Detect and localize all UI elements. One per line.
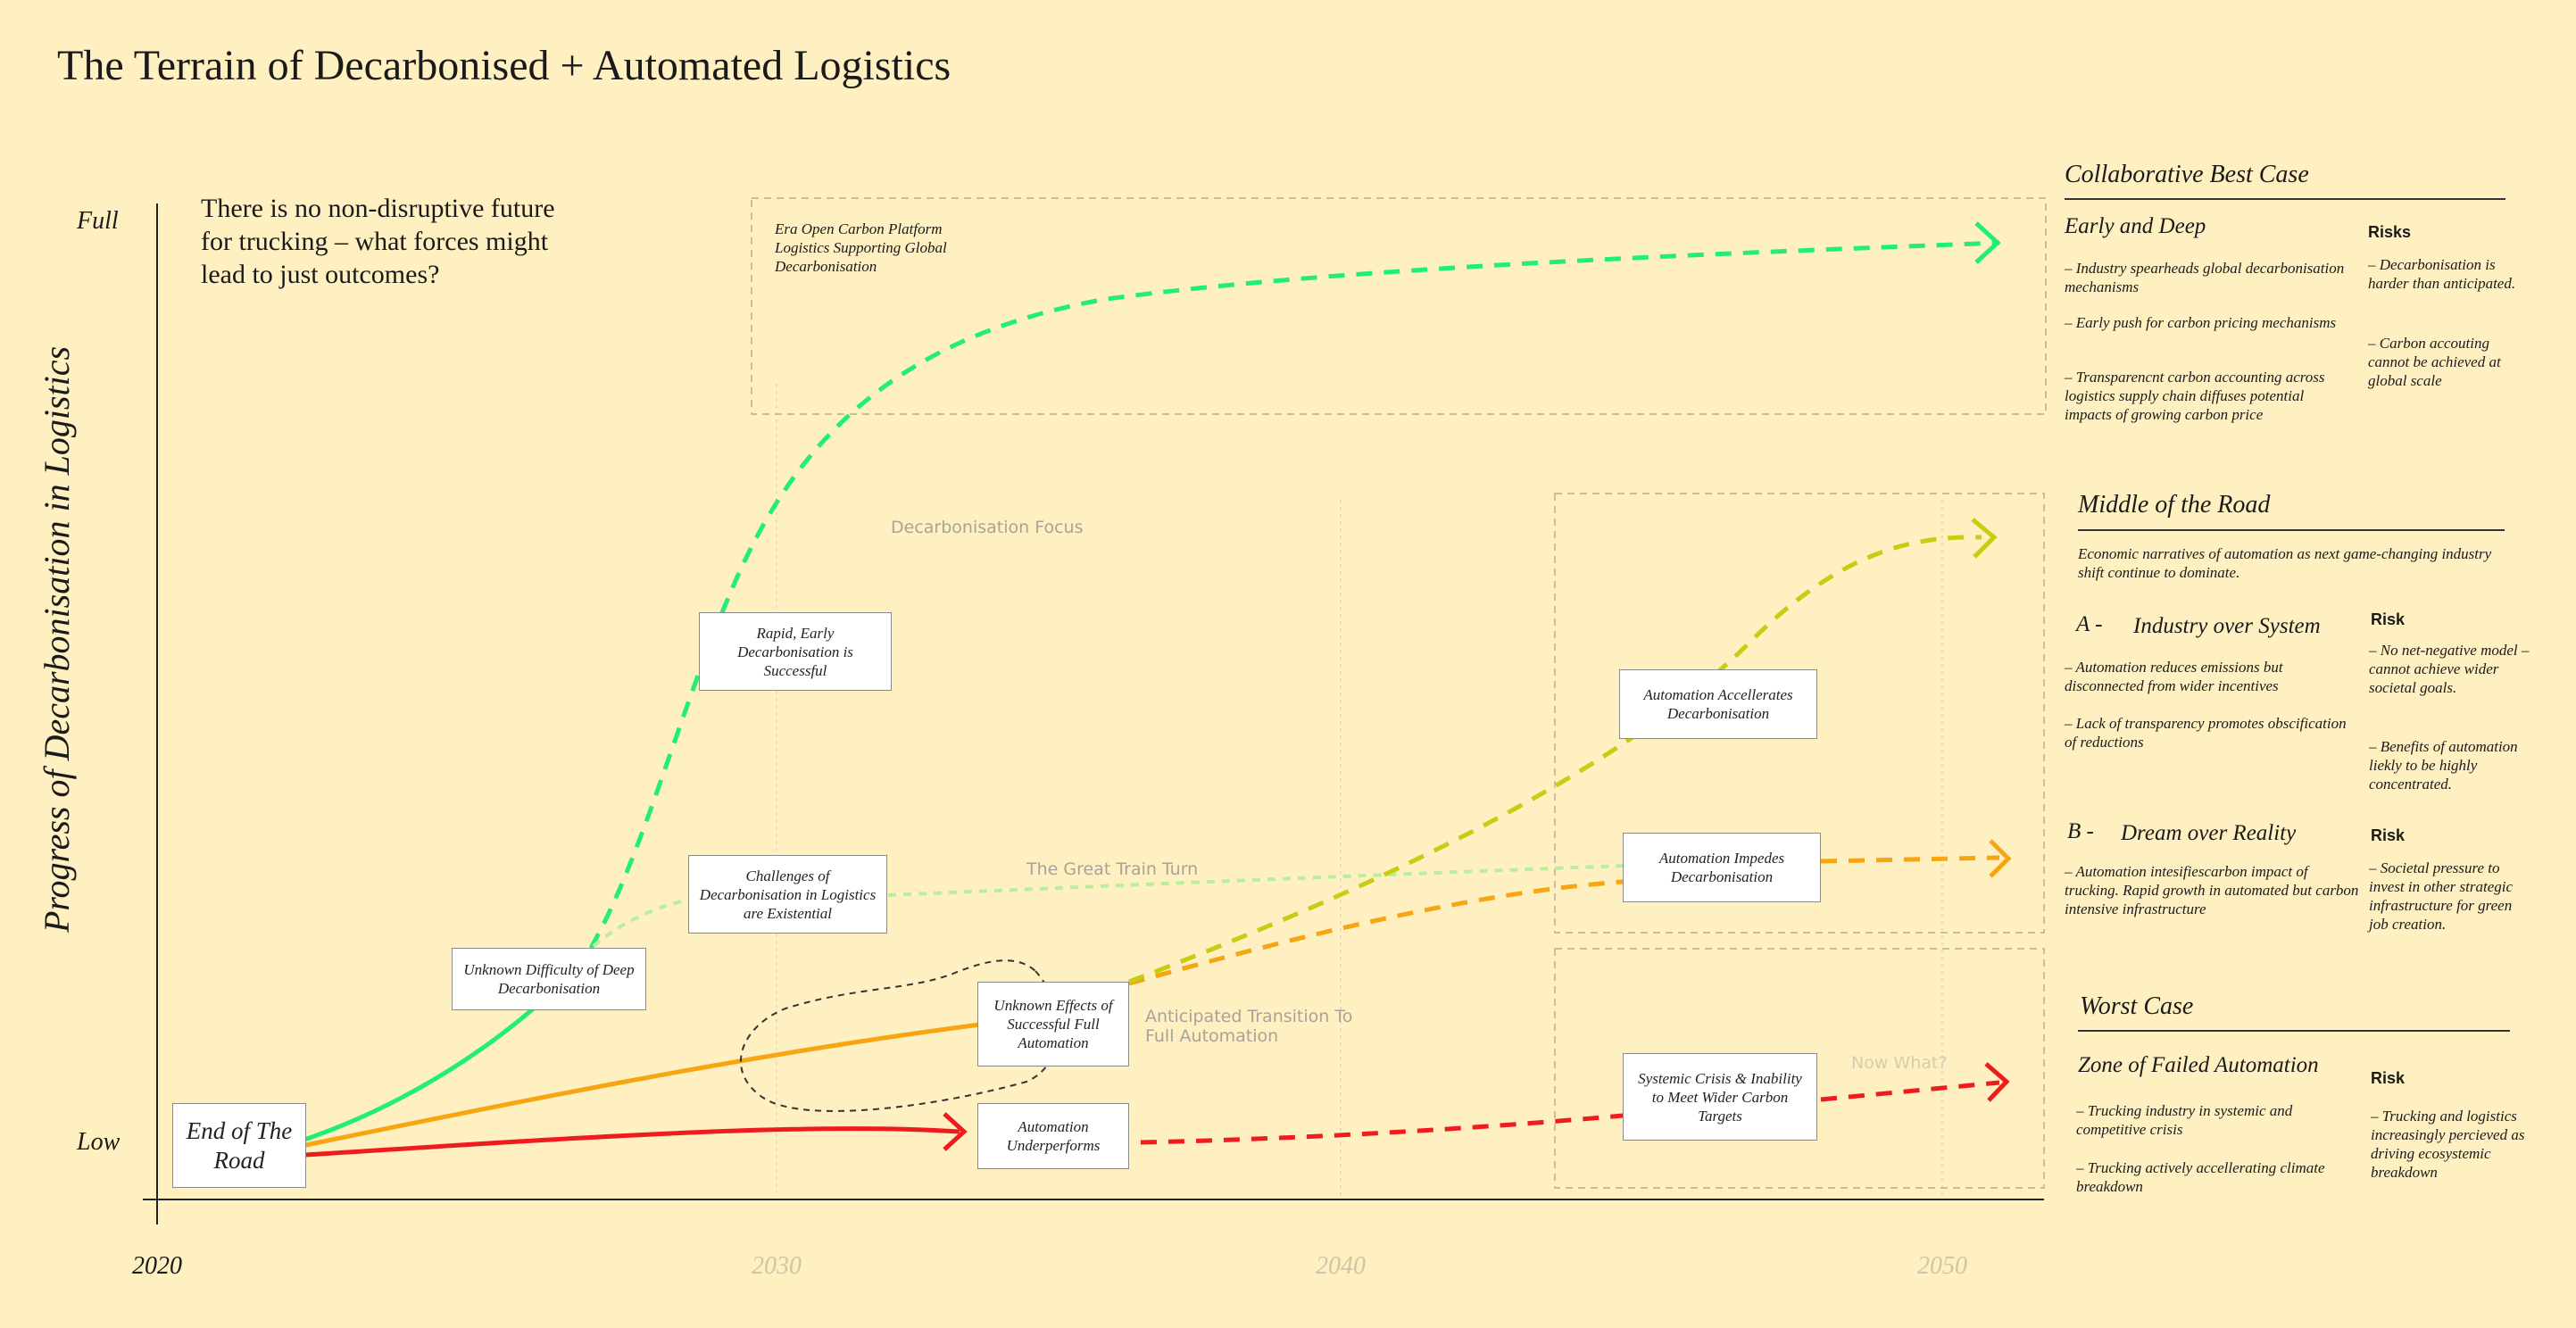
green-solid-path [301, 1005, 537, 1143]
yellowgreen-arrowhead [1971, 518, 1998, 559]
now-what-label: Now What? [1851, 1053, 1948, 1073]
middle-a-risk-heading: Risk [2371, 610, 2406, 628]
middle-b-title: Dream over Reality [2121, 821, 2297, 845]
node-end-of-the-road: End of The Road [172, 1103, 306, 1188]
worst-case-rule [2078, 1030, 2510, 1032]
y-axis-full-label: Full [77, 207, 119, 235]
anticipated-transition-zone [739, 959, 1059, 1112]
best-case-bullet-2: – Early push for carbon pricing mechanis… [2065, 314, 2337, 331]
middle-b-risk-1: – Societal pressure to invest in other s… [2369, 859, 2514, 933]
middle-region [1554, 493, 2045, 934]
orange-solid-path [301, 1022, 981, 1149]
x-axis-year-2030: 2030 [752, 1252, 802, 1280]
middle-b-bullet-1: – Automation intesifiescarbon impact of … [2065, 863, 2359, 917]
decarbonisation-focus-label: Decarbonisation Focus [891, 518, 1084, 537]
era-region [751, 197, 2047, 415]
red-dashed-path [1140, 1113, 1624, 1145]
era-region-text: Era Open Carbon Platform Logistics Suppo… [775, 220, 947, 275]
best-case-risks-heading: Risks [2368, 223, 2412, 241]
middle-road-title: Middle of the Road [2078, 491, 2271, 519]
guiding-question: There is no non-disruptive future for tr… [201, 194, 555, 289]
worst-case-risk-1: – Trucking and logistics increasingly pe… [2371, 1108, 2525, 1181]
best-case-title: Collaborative Best Case [2065, 161, 2309, 188]
node-automation-underperforms: Automation Underperforms [977, 1103, 1129, 1169]
orange-dashed-path [1128, 879, 1624, 986]
y-axis-low-label: Low [77, 1128, 120, 1156]
red-dashed-end [1820, 1080, 2000, 1102]
green-dashed-path [588, 240, 2000, 950]
middle-a-bullet-1: – Automation reduces emissions but disco… [2065, 659, 2283, 694]
red-solid-path [304, 1126, 960, 1158]
x-axis-year-2050: 2050 [1917, 1252, 1967, 1280]
middle-b-risk-heading: Risk [2371, 826, 2406, 844]
best-case-risk-1: – Decarbonisation is harder than anticip… [2368, 256, 2516, 292]
middle-a-bullet-2: – Lack of transparency promotes obscific… [2065, 715, 2347, 751]
middle-a-risk-2: – Benefits of automation liekly to be hi… [2369, 738, 2518, 793]
best-case-rule [2065, 198, 2505, 200]
orange-dashed-end [1820, 855, 2000, 864]
middle-a-risk-1: – No net-negative model – cannot achieve… [2369, 642, 2530, 696]
worst-case-bullet-2: – Trucking actively accellerating climat… [2076, 1159, 2325, 1195]
middle-road-rule [2078, 529, 2505, 531]
worst-region [1554, 948, 2045, 1189]
great-train-turn-label: The Great Train Turn [1026, 859, 1199, 879]
node-automation-accellerates: Automation Accellerates Decarbonisation [1619, 669, 1817, 739]
middle-road-intro: Economic narratives of automation as nex… [2078, 545, 2492, 581]
best-case-subtitle: Early and Deep [2065, 214, 2206, 238]
x-axis-year-2020: 2020 [132, 1252, 182, 1280]
middle-a-letter: A - [2076, 612, 2103, 636]
worst-case-risk-heading: Risk [2371, 1069, 2406, 1087]
green-arrowhead [1974, 221, 2001, 264]
red-arrowhead-mid [943, 1112, 968, 1151]
anticipated-transition-label: Anticipated Transition To Full Automatio… [1145, 1007, 1353, 1046]
page-title: The Terrain of Decarbonised + Automated … [57, 42, 951, 89]
lightgreen-path-a [592, 898, 690, 948]
worst-case-subtitle: Zone of Failed Automation [2078, 1053, 2319, 1077]
middle-b-letter: B - [2067, 819, 2094, 843]
node-automation-impedes: Automation Impedes Decarbonisation [1623, 833, 1821, 902]
node-systemic-crisis: Systemic Crisis & Inability to Meet Wide… [1623, 1053, 1817, 1141]
middle-a-title: Industry over System [2133, 614, 2321, 638]
worst-case-bullet-1: – Trucking industry in systemic and comp… [2076, 1102, 2293, 1138]
worst-case-title: Worst Case [2080, 992, 2194, 1020]
node-unknown-effects-automation: Unknown Effects of Successful Full Autom… [977, 982, 1129, 1067]
best-case-bullet-3: – Transparencnt carbon accounting across… [2065, 369, 2325, 423]
best-case-risk-2: – Carbon accouting cannot be achieved at… [2368, 335, 2501, 389]
node-rapid-early-decarbonisation: Rapid, Early Decarbonisation is Successf… [699, 612, 892, 691]
red-arrowhead [1984, 1062, 2010, 1102]
best-case-bullet-1: – Industry spearheads global decarbonisa… [2065, 260, 2345, 295]
node-challenges-existential: Challenges of Decarbonisation in Logisti… [688, 855, 887, 934]
node-unknown-difficulty: Unknown Difficulty of Deep Decarbonisati… [452, 948, 646, 1010]
lightgreen-path-b [887, 864, 1625, 897]
orange-arrowhead [1989, 839, 2012, 878]
x-axis-year-2040: 2040 [1316, 1252, 1366, 1280]
